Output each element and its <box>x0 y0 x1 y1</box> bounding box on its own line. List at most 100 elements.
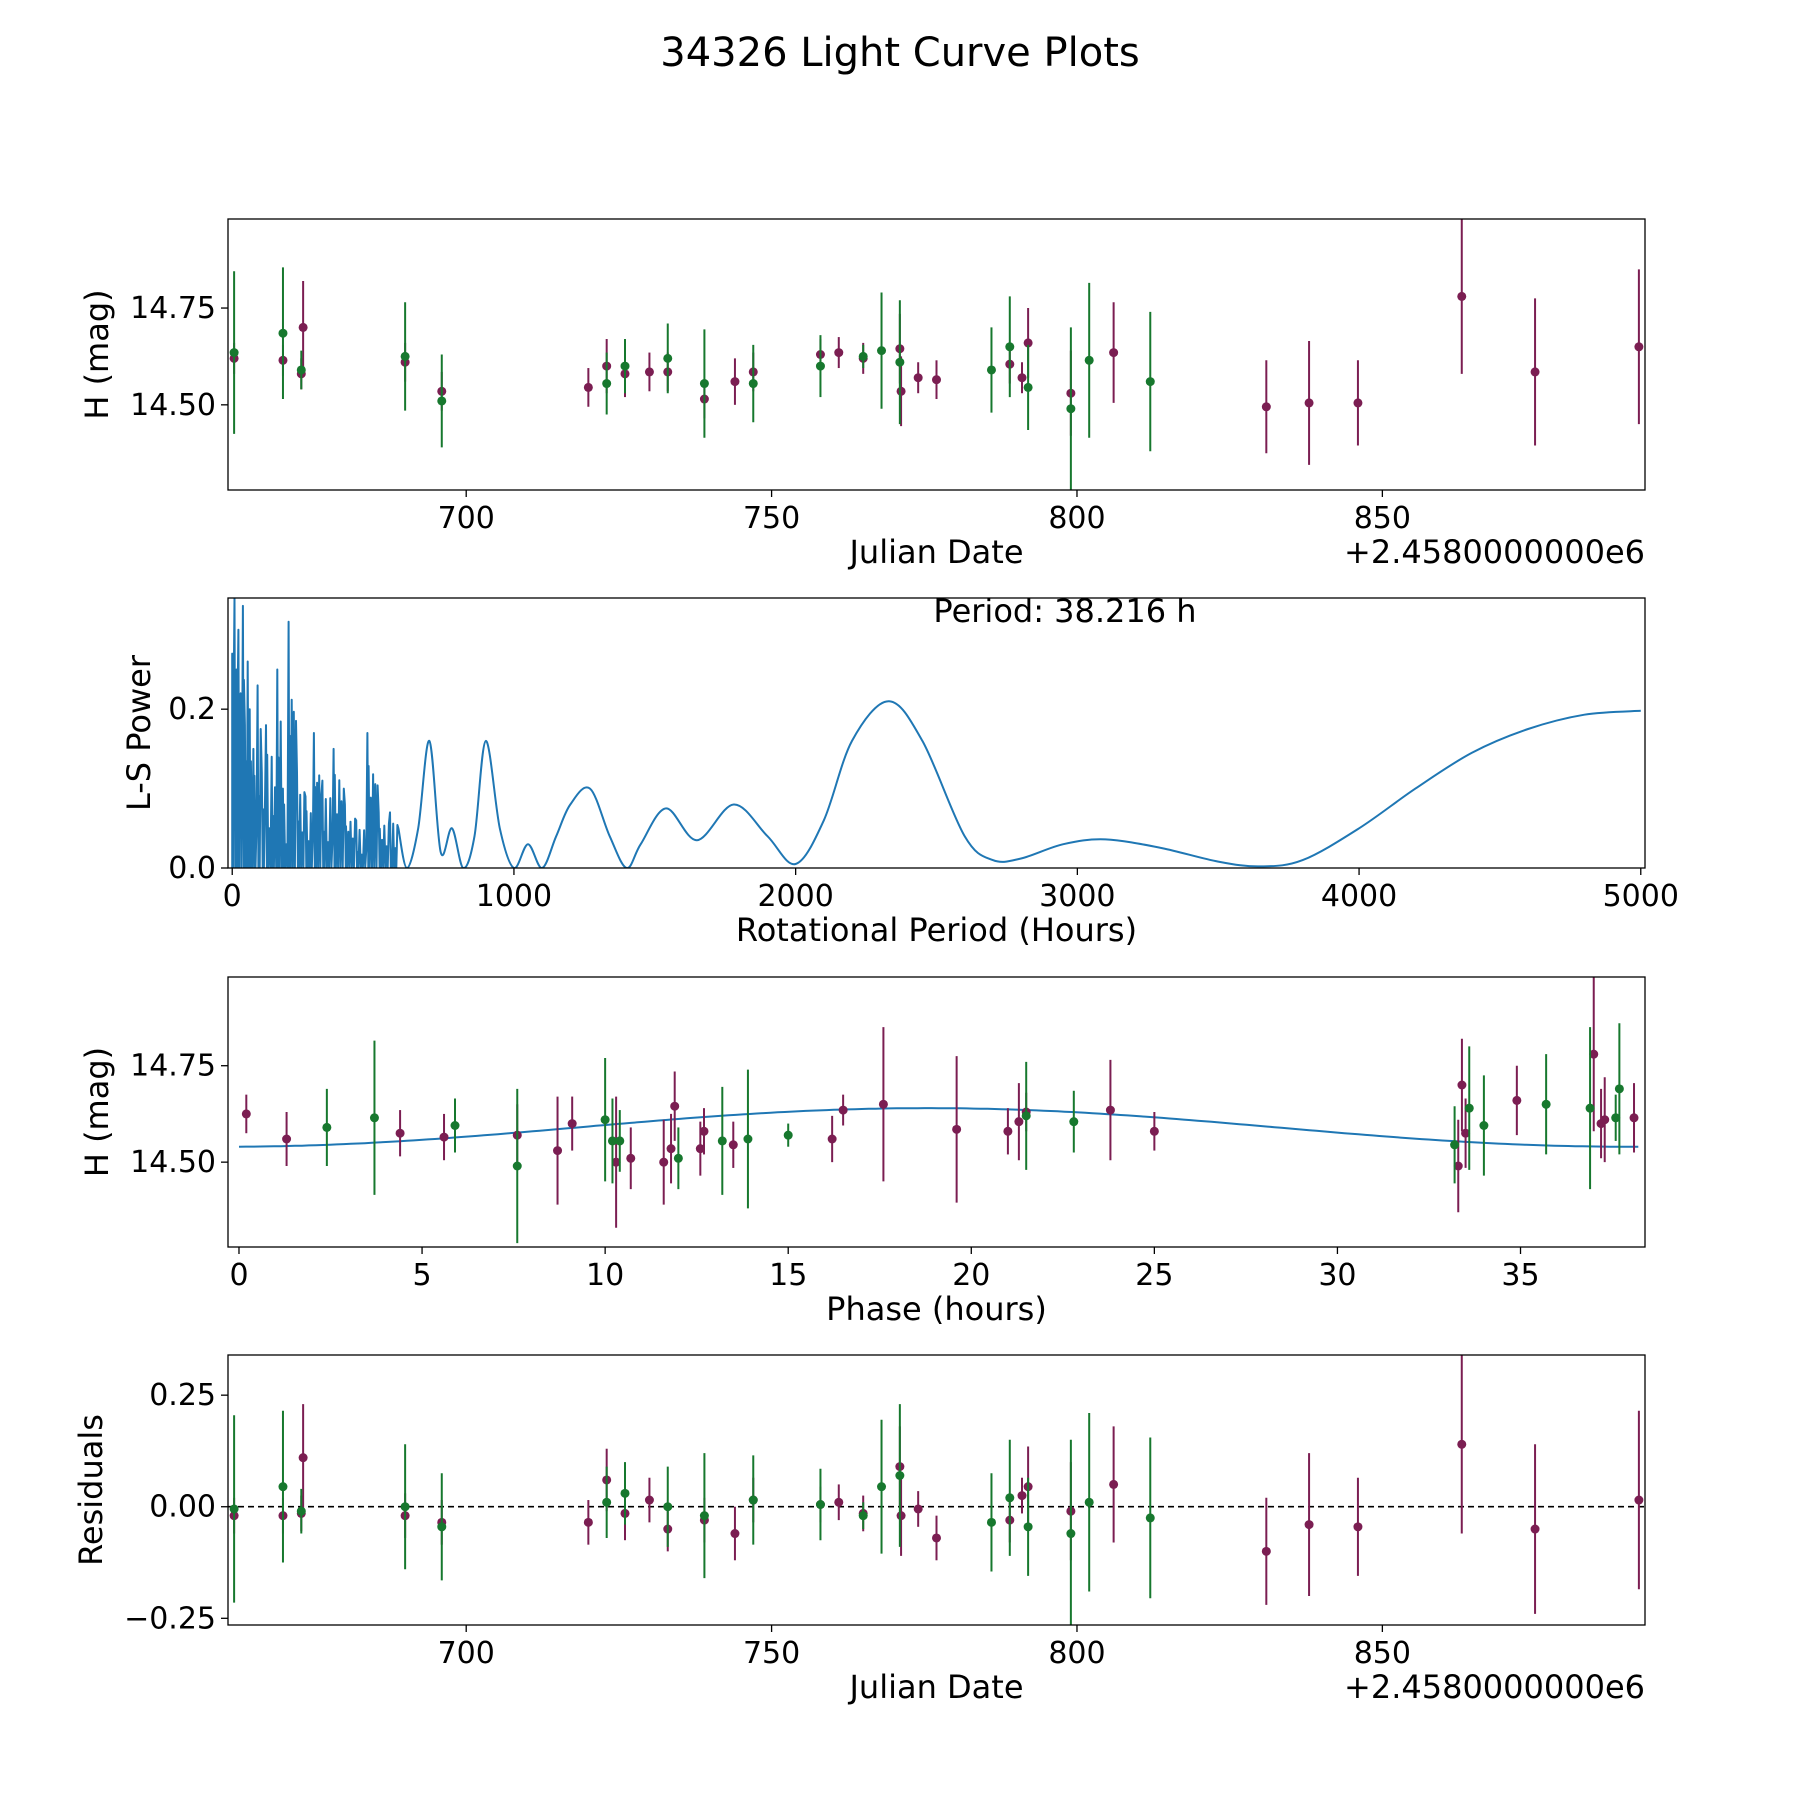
data-point <box>913 1504 923 1514</box>
data-point <box>395 1128 405 1138</box>
data-point <box>1457 1080 1467 1090</box>
data-point <box>607 1136 617 1146</box>
data-point <box>1450 1140 1460 1150</box>
series-filter-2 <box>322 1023 1624 1244</box>
data-point <box>229 348 239 358</box>
data-point <box>1304 398 1314 408</box>
data-point <box>644 367 654 377</box>
data-point <box>1634 342 1644 352</box>
data-point <box>1614 1084 1624 1094</box>
x-tick-label: 700 <box>438 501 495 536</box>
data-point <box>1464 1103 1474 1113</box>
data-point <box>815 1500 825 1510</box>
x-tick-label: 35 <box>1501 1258 1539 1293</box>
y-axis-label: Residuals <box>72 1414 110 1566</box>
data-point <box>437 396 447 406</box>
data-point <box>663 353 673 363</box>
data-point <box>1461 1128 1471 1138</box>
plot-area <box>228 1355 1645 1625</box>
data-point <box>834 1497 844 1507</box>
axes-frame <box>227 976 1646 1248</box>
data-point <box>986 1517 996 1527</box>
data-point <box>827 1134 837 1144</box>
data-point <box>659 1157 669 1167</box>
data-point <box>913 373 923 383</box>
x-tick-label: 15 <box>769 1258 807 1293</box>
data-point <box>1149 1126 1159 1136</box>
axes-frame <box>227 597 1646 869</box>
x-tick-label: 750 <box>743 1636 800 1671</box>
x-axis-label: Rotational Period (Hours) <box>736 911 1137 949</box>
data-point <box>783 1130 793 1140</box>
data-point <box>1017 373 1027 383</box>
y-axis-label: H (mag) <box>78 1047 116 1177</box>
data-point <box>877 346 887 356</box>
data-point <box>1023 338 1033 348</box>
x-tick-label: 800 <box>1048 501 1105 536</box>
x-tick-label: 10 <box>586 1258 624 1293</box>
data-point <box>602 379 612 389</box>
data-point <box>858 351 868 361</box>
data-point <box>728 1140 738 1150</box>
x-offset-text: +2.4580000000e6 <box>1344 533 1645 571</box>
plot-area <box>238 977 1639 1244</box>
panel-light-curve: 700 750 800 850 14.50 14.75 Julian Date H (mag)… <box>78 218 1646 571</box>
x-axis-label: Julian Date <box>847 533 1023 571</box>
x-tick-label: 800 <box>1048 1636 1105 1671</box>
x-axis-label: Phase (hours) <box>826 1290 1047 1328</box>
data-point <box>932 375 941 385</box>
data-point <box>1261 402 1271 412</box>
x-tick-label: 4000 <box>1321 879 1397 914</box>
axes-frame <box>227 218 1646 491</box>
data-point <box>878 1099 888 1109</box>
data-point <box>278 328 288 338</box>
y-tick-label: −0.25 <box>124 1601 216 1636</box>
data-point <box>241 1109 251 1119</box>
data-point <box>699 379 709 389</box>
y-tick-label: 14.50 <box>130 1145 216 1180</box>
data-point <box>1145 1513 1155 1523</box>
data-point <box>322 1122 332 1132</box>
data-point <box>1634 1495 1644 1505</box>
data-point <box>895 1470 905 1480</box>
data-point <box>1066 404 1076 414</box>
data-point <box>1014 1117 1024 1127</box>
panel-phase-folded: 0 5 10 15 20 25 30 35 14.50 14.75 Phase (hours) H (… <box>78 976 1646 1328</box>
data-point <box>400 1502 410 1512</box>
data-point <box>615 1136 625 1146</box>
figure-title: 34326 Light Curve Plots <box>660 30 1139 76</box>
data-point <box>1066 1529 1076 1539</box>
data-point <box>1600 1115 1610 1125</box>
data-point <box>663 1502 673 1512</box>
data-point <box>730 1529 740 1539</box>
data-point <box>673 1153 683 1163</box>
data-point <box>877 1482 887 1492</box>
data-point <box>1261 1546 1271 1556</box>
panel-periodogram: Period: 38.216 h0 1000 2000 3000 4000 50000.0… <box>120 592 1679 949</box>
y-axis-label: L-S Power <box>120 654 158 811</box>
data-point <box>834 348 844 358</box>
data-point <box>369 1113 379 1123</box>
y-axis-label: H (mag) <box>78 289 116 419</box>
data-point <box>296 1506 306 1516</box>
data-point <box>1304 1520 1314 1530</box>
data-point <box>952 1124 962 1134</box>
y-tick-label: 14.50 <box>130 388 216 423</box>
x-tick-label: 1000 <box>476 879 552 914</box>
x-tick-label: 850 <box>1354 1636 1411 1671</box>
data-point <box>699 1126 709 1136</box>
x-tick-label: 30 <box>1318 1258 1356 1293</box>
x-tick-label: 3000 <box>1039 879 1115 914</box>
data-point <box>298 322 308 332</box>
periodogram-line <box>231 598 1641 868</box>
data-point <box>439 1132 449 1142</box>
model-sine-curve <box>238 1107 1639 1148</box>
data-point <box>611 1157 621 1167</box>
data-point <box>296 365 306 375</box>
data-point <box>602 1497 612 1507</box>
data-point <box>567 1119 577 1129</box>
data-point <box>1003 1126 1013 1136</box>
data-point <box>838 1105 848 1115</box>
data-point <box>644 1495 654 1505</box>
data-point <box>1585 1103 1595 1113</box>
